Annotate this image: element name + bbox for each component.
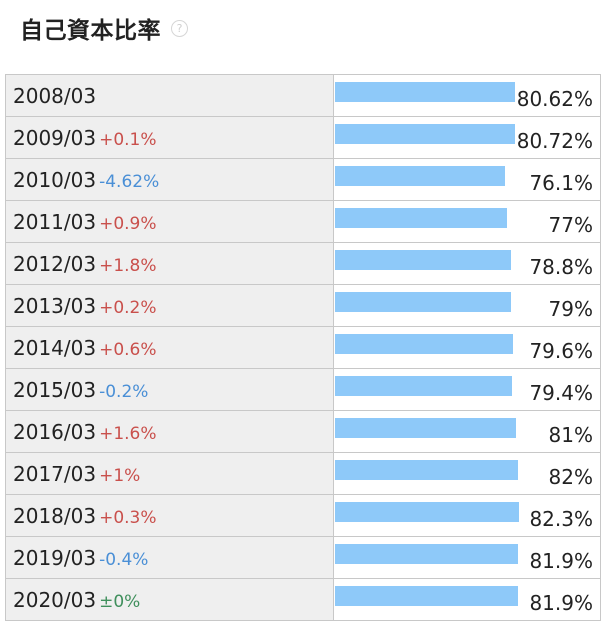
bar <box>335 124 515 144</box>
year-cell: 2013/03 +0.2% <box>5 284 334 327</box>
table-row: 2008/03 80.62% <box>5 74 601 117</box>
bar-cell: 81.9% <box>333 536 601 579</box>
change-label: +1.8% <box>99 255 157 276</box>
change-label: -0.2% <box>99 381 149 402</box>
bar-cell: 79.6% <box>333 326 601 369</box>
tick-label: 2009/03 <box>13 125 97 150</box>
bar <box>335 460 518 480</box>
change-label: +1% <box>99 465 141 486</box>
bar <box>335 250 511 270</box>
equity-ratio-table: 2008/03 80.62% 2009/03 +0.1% 80.72% 2010/03 -4… <box>5 74 601 621</box>
data-label: 79% <box>548 297 593 321</box>
table-row: 2012/03 +1.8% 78.8% <box>5 242 601 285</box>
change-label: +0.3% <box>99 507 157 528</box>
data-label: 79.6% <box>529 339 593 363</box>
bar-cell: 79.4% <box>333 368 601 411</box>
data-label: 82% <box>548 465 593 489</box>
table-row: 2011/03 +0.9% 77% <box>5 200 601 243</box>
table-row: 2015/03 -0.2% 79.4% <box>5 368 601 411</box>
table-row: 2014/03 +0.6% 79.6% <box>5 326 601 369</box>
table-body: 2008/03 80.62% 2009/03 +0.1% 80.72% 2010/03 -4… <box>5 74 601 621</box>
bar-cell: 77% <box>333 200 601 243</box>
data-label: 80.62% <box>516 87 593 111</box>
tick-label: 2016/03 <box>13 419 97 444</box>
data-label: 81.9% <box>529 549 593 573</box>
change-label: +0.9% <box>99 213 157 234</box>
tick-label: 2019/03 <box>13 545 97 570</box>
change-label: +0.2% <box>99 297 157 318</box>
year-cell: 2010/03 -4.62% <box>5 158 334 201</box>
change-label: +0.6% <box>99 339 157 360</box>
title-row: 自己資本比率 ? <box>20 10 188 46</box>
change-label: ±0% <box>99 591 141 612</box>
help-icon[interactable]: ? <box>171 19 188 37</box>
bar <box>335 82 515 102</box>
data-label: 81.9% <box>529 591 593 615</box>
bar <box>335 208 507 228</box>
data-label: 77% <box>548 213 593 237</box>
year-cell: 2019/03 -0.4% <box>5 536 334 579</box>
bar-cell: 76.1% <box>333 158 601 201</box>
table-row: 2019/03 -0.4% 81.9% <box>5 536 601 579</box>
year-cell: 2011/03 +0.9% <box>5 200 334 243</box>
bar <box>335 166 505 186</box>
bar-cell: 82% <box>333 452 601 495</box>
bar <box>335 544 518 564</box>
table-row: 2016/03 +1.6% 81% <box>5 410 601 453</box>
tick-label: 2013/03 <box>13 293 97 318</box>
data-label: 78.8% <box>529 255 593 279</box>
change-label: +0.1% <box>99 129 157 150</box>
year-cell: 2020/03 ±0% <box>5 578 334 621</box>
page-title: 自己資本比率 <box>20 18 161 44</box>
year-cell: 2015/03 -0.2% <box>5 368 334 411</box>
year-cell: 2012/03 +1.8% <box>5 242 334 285</box>
table-row: 2018/03 +0.3% 82.3% <box>5 494 601 537</box>
data-label: 79.4% <box>529 381 593 405</box>
change-label: -4.62% <box>99 171 160 192</box>
bar-cell: 82.3% <box>333 494 601 537</box>
tick-label: 2018/03 <box>13 503 97 528</box>
table-row: 2020/03 ±0% 81.9% <box>5 578 601 621</box>
year-cell: 2016/03 +1.6% <box>5 410 334 453</box>
change-label: -0.4% <box>99 549 149 570</box>
tick-label: 2017/03 <box>13 461 97 486</box>
data-label: 76.1% <box>529 171 593 195</box>
table-row: 2013/03 +0.2% 79% <box>5 284 601 327</box>
bar <box>335 334 513 354</box>
tick-label: 2011/03 <box>13 209 97 234</box>
bar-cell: 78.8% <box>333 242 601 285</box>
year-cell: 2009/03 +0.1% <box>5 116 334 159</box>
data-label: 82.3% <box>529 507 593 531</box>
bar-cell: 80.62% <box>333 74 601 117</box>
year-cell: 2014/03 +0.6% <box>5 326 334 369</box>
bar <box>335 502 519 522</box>
year-cell: 2017/03 +1% <box>5 452 334 495</box>
table-row: 2017/03 +1% 82% <box>5 452 601 495</box>
year-cell: 2018/03 +0.3% <box>5 494 334 537</box>
tick-label: 2010/03 <box>13 167 97 192</box>
tick-label: 2014/03 <box>13 335 97 360</box>
bar-cell: 79% <box>333 284 601 327</box>
table-row: 2009/03 +0.1% 80.72% <box>5 116 601 159</box>
data-label: 80.72% <box>516 129 593 153</box>
data-label: 81% <box>548 423 593 447</box>
change-label: +1.6% <box>99 423 157 444</box>
table-row: 2010/03 -4.62% 76.1% <box>5 158 601 201</box>
bar <box>335 376 512 396</box>
tick-label: 2008/03 <box>13 83 97 108</box>
bar-cell: 81.9% <box>333 578 601 621</box>
bar <box>335 418 516 438</box>
bar <box>335 292 511 312</box>
bar-cell: 81% <box>333 410 601 453</box>
bar-cell: 80.72% <box>333 116 601 159</box>
year-cell: 2008/03 <box>5 74 334 117</box>
tick-label: 2020/03 <box>13 587 97 612</box>
bar <box>335 586 518 606</box>
tick-label: 2015/03 <box>13 377 97 402</box>
tick-label: 2012/03 <box>13 251 97 276</box>
